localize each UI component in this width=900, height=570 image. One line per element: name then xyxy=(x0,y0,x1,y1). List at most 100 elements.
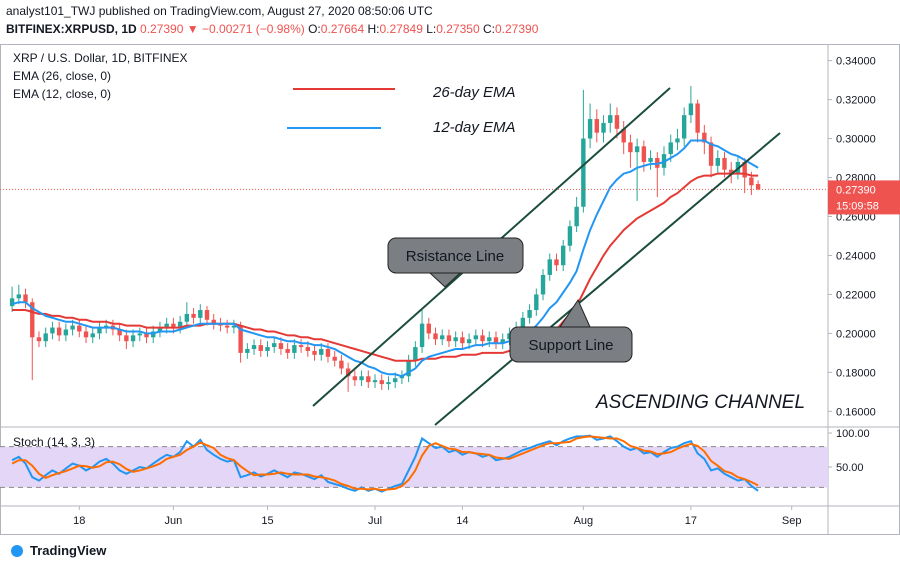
y-tick-label: 0.18000 xyxy=(836,367,876,379)
candle-body xyxy=(43,333,48,342)
ema12-note: 12-day EMA xyxy=(433,119,516,136)
candle-body xyxy=(446,335,452,342)
candle-body xyxy=(419,323,425,348)
candle-body xyxy=(715,158,720,166)
candle-body xyxy=(500,339,505,344)
callout-box xyxy=(387,237,524,274)
c-key: C: xyxy=(483,22,495,36)
change: −0.00271 (−0.98%) xyxy=(202,22,305,36)
candle-body xyxy=(171,323,176,328)
candle-body xyxy=(614,115,620,129)
candle-body xyxy=(507,333,512,340)
candle-body xyxy=(386,382,391,385)
legend-ema12: EMA (12, close, 0) xyxy=(13,87,111,101)
y-tick-label: 0.34000 xyxy=(836,56,876,68)
x-tick-label: 17 xyxy=(685,515,697,527)
candle-body xyxy=(345,368,351,377)
y-tick-label: 0.30000 xyxy=(836,134,876,146)
candle-body xyxy=(641,146,647,162)
y-tick-label: 0.22000 xyxy=(836,289,876,301)
candle-body xyxy=(298,345,304,348)
candle-body xyxy=(90,333,95,338)
candle-body xyxy=(265,347,270,351)
candle-body xyxy=(124,335,129,342)
candle-body xyxy=(413,347,418,361)
candle-body xyxy=(648,158,653,162)
y-tick-label: 50.00 xyxy=(836,462,864,474)
candle-body xyxy=(332,356,337,361)
candle-body xyxy=(137,333,142,336)
l-value: 0.27350 xyxy=(436,22,480,36)
candle-body xyxy=(460,337,465,344)
ema26-note: 26-day EMA xyxy=(432,84,516,101)
candle-body xyxy=(540,274,546,295)
candle-body xyxy=(366,376,371,383)
candle-body xyxy=(231,325,237,328)
candle-body xyxy=(63,329,69,336)
candle-body xyxy=(184,313,190,322)
last-price-label: 0.27390 xyxy=(836,184,876,196)
x-tick-label: Jul xyxy=(368,515,382,527)
candle-body xyxy=(319,349,324,355)
channel-lower xyxy=(434,132,781,426)
stoch-title: Stoch (14, 3, 3) xyxy=(13,435,95,449)
candle-body xyxy=(305,347,311,351)
x-tick-label: Aug xyxy=(574,515,594,527)
candle-body xyxy=(755,184,761,190)
candle-body xyxy=(157,327,163,332)
symbol-line: BITFINEX:XRPUSD, 1D 0.27390 ▼ −0.00271 (… xyxy=(6,22,539,36)
candle-body xyxy=(359,376,364,381)
candle-body xyxy=(117,329,122,336)
candle-body xyxy=(453,337,458,342)
candle-body xyxy=(36,337,42,342)
candle-body xyxy=(749,177,754,186)
candle-body xyxy=(668,142,673,155)
candle-body xyxy=(493,337,499,344)
line-series xyxy=(11,139,759,378)
y-tick-label: 100.00 xyxy=(836,428,870,440)
y-tick-label: 0.32000 xyxy=(836,95,876,107)
candle-body xyxy=(352,376,358,381)
candle-body xyxy=(177,321,183,328)
candle-body xyxy=(708,142,714,166)
plot xyxy=(0,85,828,493)
candle-body xyxy=(83,331,89,338)
h-value: 0.27849 xyxy=(380,22,424,36)
callout-pointer xyxy=(429,272,461,288)
candle-body xyxy=(688,103,694,116)
candle-body xyxy=(285,349,290,353)
last-price-box xyxy=(828,180,900,215)
candle-body xyxy=(480,335,485,342)
candle-body xyxy=(406,360,411,377)
symbol: BITFINEX:XRPUSD, 1D xyxy=(6,22,137,36)
legend-ema26: EMA (26, close, 0) xyxy=(13,69,111,83)
c-value: 0.27390 xyxy=(495,22,539,36)
o-value: 0.27664 xyxy=(321,22,365,36)
candle-body xyxy=(729,169,734,174)
candle-body xyxy=(144,333,149,338)
candle-body xyxy=(487,337,492,342)
candle-body xyxy=(77,325,82,332)
main-title: XRP / U.S. Dollar, 1D, BITFINEX xyxy=(13,51,188,65)
candle-body xyxy=(581,138,586,207)
candle-body xyxy=(587,119,593,139)
support-label: Support Line xyxy=(528,337,613,354)
callout-pointer xyxy=(559,298,591,328)
candle-body xyxy=(292,345,297,353)
candle-body xyxy=(238,325,243,353)
candle-body xyxy=(50,327,55,334)
candle-body xyxy=(574,206,579,227)
o-key: O: xyxy=(308,22,321,36)
candle-body xyxy=(534,294,539,311)
candle-body xyxy=(594,119,600,133)
candle-body xyxy=(204,310,210,320)
candle-body xyxy=(621,128,626,143)
candle-body xyxy=(224,325,230,328)
candle-body xyxy=(722,158,727,170)
y-tick-label: 0.20000 xyxy=(836,328,876,340)
candle-body xyxy=(547,259,552,275)
candle-body xyxy=(379,380,384,385)
candle-body xyxy=(9,298,15,307)
candle-body xyxy=(23,294,28,303)
